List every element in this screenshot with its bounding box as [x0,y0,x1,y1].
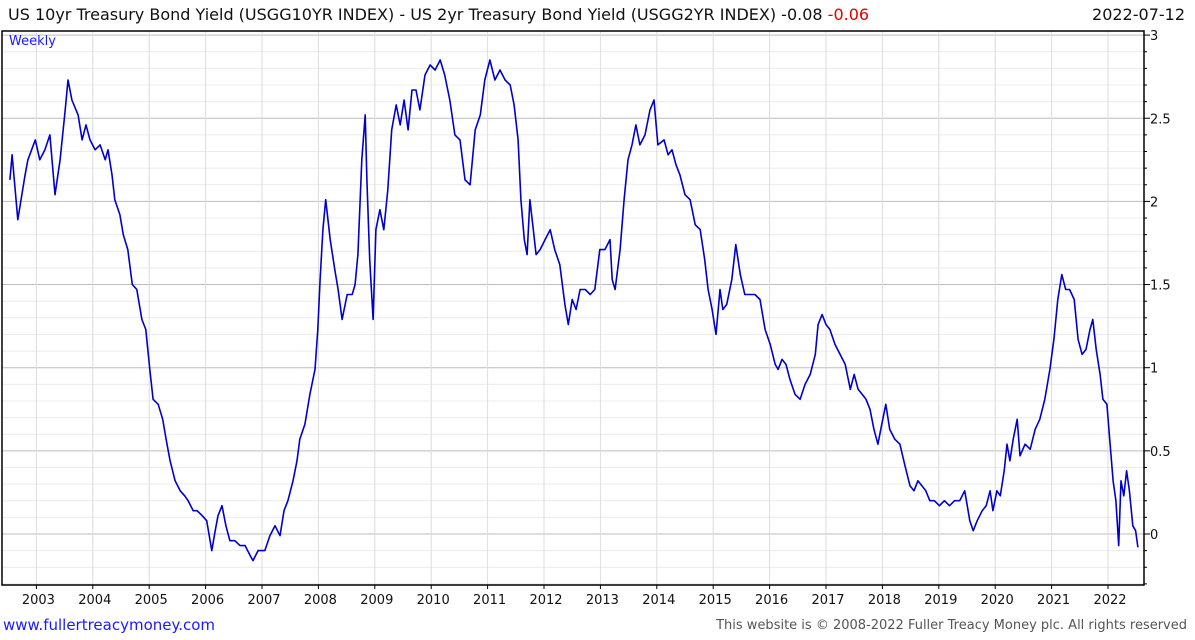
x-tick-label: 2005 [135,593,168,608]
y-tick-label: 0.5 [1150,445,1171,460]
title-text: US 10yr Treasury Bond Yield (USGG10YR IN… [8,5,777,24]
x-tick-label: 2004 [78,593,111,608]
y-tick-label: 1 [1150,362,1158,377]
x-tick-label: 2013 [586,593,619,608]
gridlines [2,31,1144,585]
chart-date: 2022-07-12 [1092,5,1185,24]
x-tick-label: 2014 [642,593,675,608]
y-tick-label: 3 [1150,29,1158,44]
x-tick-label: 2018 [868,593,901,608]
copyright-text: This website is © 2008-2022 Fuller Treac… [716,618,1187,633]
y-axis: 0 0.5 1 1.5 2 2.5 3 [1144,29,1171,585]
chart-title: US 10yr Treasury Bond Yield (USGG10YR IN… [8,5,869,24]
y-tick-label: 1.5 [1150,279,1171,294]
x-tick-label: 2017 [811,593,844,608]
x-tick-label: 2006 [191,593,224,608]
y-tick-label: 2 [1150,195,1158,210]
website-link[interactable]: www.fullertreacymoney.com [3,616,216,634]
line-chart: 2003 2004 2005 2006 2007 2008 2009 2010 2011 2012… [1,29,1171,608]
frequency-label: Weekly [9,34,56,49]
x-tick-label: 2007 [247,593,280,608]
last-value: -0.08 [781,5,823,24]
series [9,59,1139,562]
x-tick-label: 2015 [699,593,732,608]
x-tick-label: 2011 [473,593,506,608]
x-tick-label: 2008 [304,593,337,608]
x-tick-label: 2012 [529,593,562,608]
series-line [9,59,1139,562]
y-tick-label: 2.5 [1150,112,1171,127]
x-tick-label: 2019 [924,593,957,608]
x-tick-label: 2010 [417,593,450,608]
x-tick-label: 2003 [22,593,55,608]
x-axis: 2003 2004 2005 2006 2007 2008 2009 2010 2011 2012… [22,585,1127,608]
plot-frame [1,30,1145,586]
x-tick-label: 2021 [1037,593,1070,608]
x-tick-label: 2009 [360,593,393,608]
x-tick-label: 2020 [981,593,1014,608]
y-tick-label: 0 [1150,528,1158,543]
change-value: -0.06 [827,5,870,24]
x-tick-label: 2022 [1093,593,1126,608]
x-tick-label: 2016 [755,593,788,608]
